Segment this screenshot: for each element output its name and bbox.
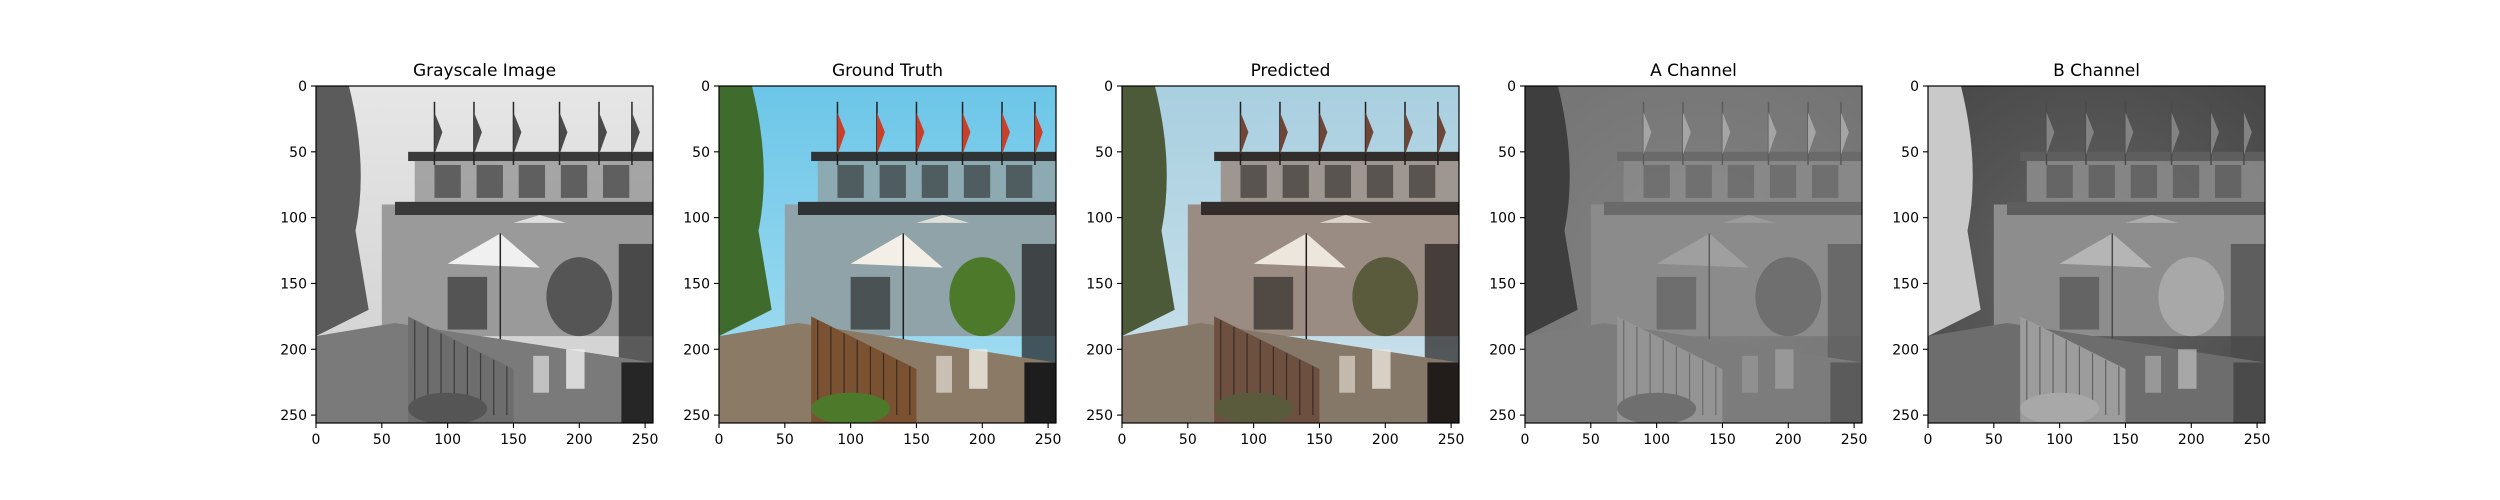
x-tick-label: 150 bbox=[500, 432, 527, 448]
y-tick-label: 100 bbox=[1086, 211, 1113, 227]
y-tick-label: 50 bbox=[289, 145, 307, 161]
panel-image bbox=[1122, 86, 1459, 423]
panel-4: A Channel 0 50 100 150 200 250 0 50 100 150 200 250 bbox=[1489, 61, 1867, 448]
x-tick-label: 200 bbox=[2178, 432, 2205, 448]
x-tick-label: 150 bbox=[903, 432, 930, 448]
y-tick-label: 0 bbox=[1507, 79, 1516, 95]
y-tick-label: 100 bbox=[1892, 211, 1919, 227]
y-tick-label: 200 bbox=[1489, 342, 1516, 358]
x-tick-label: 50 bbox=[776, 432, 794, 448]
y-tick-label: 200 bbox=[683, 342, 710, 358]
panel-title: Ground Truth bbox=[832, 61, 943, 81]
x-tick-label: 0 bbox=[715, 432, 724, 448]
panel-5: B Channel 0 50 100 150 200 250 0 50 100 150 200 250 bbox=[1892, 61, 2270, 448]
y-tick-label: 50 bbox=[1498, 145, 1516, 161]
axes-frame bbox=[718, 85, 1057, 424]
y-tick-label: 150 bbox=[683, 276, 710, 292]
y-tick-label: 0 bbox=[1104, 79, 1113, 95]
y-tick-label: 100 bbox=[1489, 211, 1516, 227]
axes-frame bbox=[1927, 85, 2266, 424]
x-tick-label: 150 bbox=[2112, 432, 2139, 448]
x-tick-label: 0 bbox=[1118, 432, 1127, 448]
panel-title: A Channel bbox=[1650, 61, 1737, 81]
y-tick-label: 150 bbox=[280, 276, 307, 292]
y-tick-label: 150 bbox=[1892, 276, 1919, 292]
panel-1: Grayscale Image 0 50 100 150 200 250 0 50 100 150 2… bbox=[280, 61, 658, 448]
x-tick-label: 100 bbox=[837, 432, 864, 448]
x-tick-label: 250 bbox=[1438, 432, 1465, 448]
x-tick-label: 100 bbox=[434, 432, 461, 448]
panel-3: Predicted 0 50 100 150 200 250 0 50 100 150 200 250 bbox=[1086, 61, 1464, 448]
x-tick-label: 50 bbox=[1985, 432, 2003, 448]
y-tick-label: 0 bbox=[1910, 79, 1919, 95]
x-tick-label: 0 bbox=[1924, 432, 1933, 448]
y-tick-label: 250 bbox=[1892, 408, 1919, 424]
y-tick-label: 250 bbox=[280, 408, 307, 424]
x-tick-label: 50 bbox=[373, 432, 391, 448]
y-tick-label: 100 bbox=[280, 211, 307, 227]
y-tick-label: 250 bbox=[1489, 408, 1516, 424]
y-tick-label: 250 bbox=[1086, 408, 1113, 424]
axes-frame bbox=[315, 85, 654, 424]
y-tick-label: 250 bbox=[683, 408, 710, 424]
x-tick-label: 200 bbox=[1372, 432, 1399, 448]
x-tick-label: 150 bbox=[1709, 432, 1736, 448]
panel-image bbox=[316, 86, 653, 423]
y-tick-label: 0 bbox=[701, 79, 710, 95]
panel-title: Predicted bbox=[1251, 61, 1331, 81]
panel-2: Ground Truth 0 50 100 150 200 250 0 50 100 150 200 2… bbox=[683, 61, 1061, 448]
x-tick-label: 0 bbox=[1521, 432, 1530, 448]
x-tick-label: 0 bbox=[312, 432, 321, 448]
x-tick-label: 200 bbox=[1775, 432, 1802, 448]
x-tick-label: 250 bbox=[2244, 432, 2271, 448]
x-tick-label: 200 bbox=[969, 432, 996, 448]
axes-frame bbox=[1121, 85, 1460, 424]
x-tick-label: 250 bbox=[1841, 432, 1868, 448]
x-tick-label: 250 bbox=[1035, 432, 1062, 448]
y-tick-label: 200 bbox=[1892, 342, 1919, 358]
x-tick-label: 100 bbox=[1240, 432, 1267, 448]
x-tick-label: 200 bbox=[566, 432, 593, 448]
y-tick-label: 50 bbox=[692, 145, 710, 161]
x-tick-label: 50 bbox=[1179, 432, 1197, 448]
panel-image bbox=[1525, 86, 1862, 423]
y-tick-label: 150 bbox=[1489, 276, 1516, 292]
x-tick-label: 150 bbox=[1306, 432, 1333, 448]
panel-title: Grayscale Image bbox=[413, 61, 556, 81]
y-tick-label: 50 bbox=[1095, 145, 1113, 161]
y-tick-label: 50 bbox=[1901, 145, 1919, 161]
y-tick-label: 200 bbox=[1086, 342, 1113, 358]
y-tick-label: 200 bbox=[280, 342, 307, 358]
x-tick-label: 100 bbox=[2046, 432, 2073, 448]
panel-image bbox=[1928, 86, 2265, 423]
x-tick-label: 100 bbox=[1643, 432, 1670, 448]
y-tick-label: 0 bbox=[298, 79, 307, 95]
y-tick-label: 150 bbox=[1086, 276, 1113, 292]
y-tick-label: 100 bbox=[683, 211, 710, 227]
panel-title: B Channel bbox=[2053, 61, 2140, 81]
axes-frame bbox=[1524, 85, 1863, 424]
x-tick-label: 250 bbox=[632, 432, 659, 448]
x-tick-label: 50 bbox=[1582, 432, 1600, 448]
panel-image bbox=[719, 86, 1056, 423]
